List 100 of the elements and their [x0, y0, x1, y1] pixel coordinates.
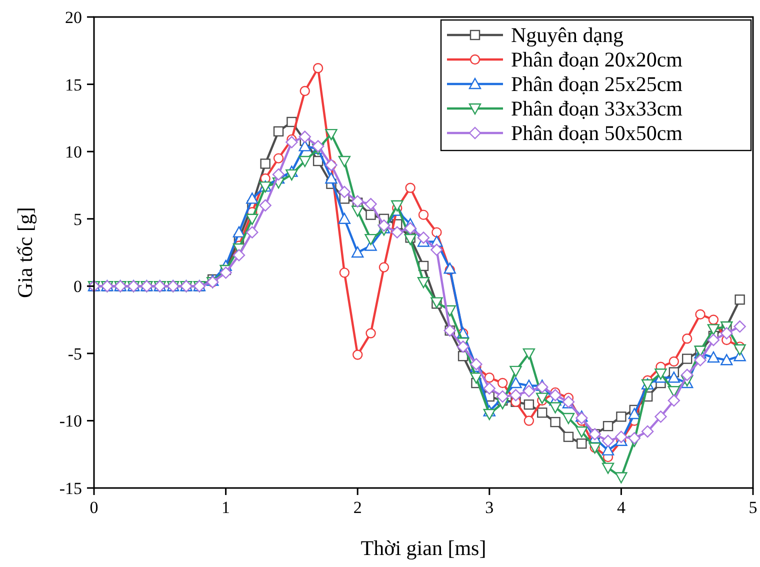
- point: [522, 385, 536, 398]
- point: [510, 366, 522, 378]
- point: [602, 434, 614, 447]
- point: [232, 226, 246, 238]
- legend-label: Phân đoạn 20x20cm: [511, 48, 682, 72]
- point: [325, 128, 338, 140]
- point: [615, 430, 628, 443]
- point: [456, 340, 470, 353]
- point: [720, 327, 733, 340]
- point: [432, 227, 442, 238]
- point: [654, 368, 667, 380]
- point: [616, 412, 626, 422]
- point: [246, 226, 258, 238]
- point: [232, 249, 246, 262]
- point: [404, 222, 416, 234]
- point: [524, 416, 534, 426]
- point: [366, 328, 376, 338]
- y-tick-label: 10: [65, 142, 82, 162]
- point: [510, 389, 522, 402]
- point: [576, 426, 588, 438]
- point: [576, 412, 588, 424]
- x-tick-label: 5: [748, 498, 758, 517]
- point: [536, 392, 548, 404]
- point: [707, 334, 720, 346]
- point: [576, 438, 587, 449]
- point: [391, 200, 404, 212]
- point: [364, 198, 377, 210]
- point: [628, 408, 640, 420]
- y-tick-label: 20: [65, 8, 82, 27]
- point: [602, 462, 614, 474]
- point: [298, 156, 311, 168]
- point: [720, 354, 733, 366]
- y-tick-label: 5: [74, 210, 82, 229]
- point: [707, 351, 720, 363]
- point: [484, 372, 494, 383]
- y-tick-label: -10: [59, 412, 82, 431]
- point: [524, 399, 534, 410]
- point: [682, 334, 692, 344]
- point: [654, 410, 667, 423]
- point: [483, 408, 496, 420]
- point: [272, 168, 285, 181]
- point: [246, 214, 258, 225]
- point: [602, 444, 614, 456]
- point: [549, 402, 562, 414]
- point: [550, 416, 560, 428]
- point: [325, 172, 338, 184]
- point: [378, 262, 390, 272]
- y-tick-label: 15: [65, 75, 82, 94]
- point: [615, 472, 628, 484]
- point: [522, 348, 536, 360]
- x-axis-title: Thời gian [ms]: [360, 536, 486, 560]
- point: [300, 86, 310, 96]
- point: [418, 210, 429, 220]
- point: [682, 354, 692, 364]
- point: [563, 432, 574, 442]
- point: [352, 246, 364, 258]
- point: [312, 63, 324, 74]
- point: [734, 344, 746, 356]
- point: [497, 378, 508, 388]
- point: [707, 324, 720, 336]
- point: [483, 382, 496, 395]
- x-tick-label: 3: [485, 498, 494, 517]
- point: [286, 169, 298, 181]
- y-tick-label: -15: [59, 479, 82, 498]
- point: [273, 153, 284, 164]
- point: [562, 412, 575, 424]
- legend-label: Phân đoạn 50x50cm: [511, 121, 682, 145]
- point: [352, 195, 364, 208]
- point: [338, 156, 351, 168]
- point: [391, 226, 404, 238]
- point: [510, 376, 522, 388]
- point: [549, 389, 562, 402]
- point: [417, 232, 430, 244]
- y-axis-title: Gia tốc [g]: [13, 207, 37, 298]
- legend-label: Phân đoạn 33x33cm: [511, 96, 682, 120]
- x-tick-label: 4: [616, 498, 626, 517]
- point: [668, 394, 680, 407]
- point: [378, 219, 390, 232]
- point: [602, 420, 614, 432]
- y-tick-label: 0: [74, 277, 82, 296]
- point: [536, 380, 548, 394]
- point: [366, 210, 376, 220]
- point: [352, 206, 364, 217]
- point: [352, 350, 363, 360]
- point: [537, 408, 548, 418]
- point: [694, 354, 706, 366]
- point: [298, 140, 311, 152]
- point: [259, 199, 272, 212]
- point: [668, 372, 680, 383]
- point: [338, 186, 351, 198]
- legend-label: Nguyên dạng: [511, 23, 624, 47]
- point: [298, 130, 311, 143]
- x-tick-label: 1: [222, 498, 230, 517]
- legend-label: Phân đoạn 25x25cm: [511, 72, 682, 96]
- point: [338, 212, 351, 224]
- point: [273, 126, 284, 136]
- point: [641, 425, 654, 438]
- point: [417, 277, 430, 288]
- point: [260, 158, 270, 169]
- point: [708, 314, 719, 325]
